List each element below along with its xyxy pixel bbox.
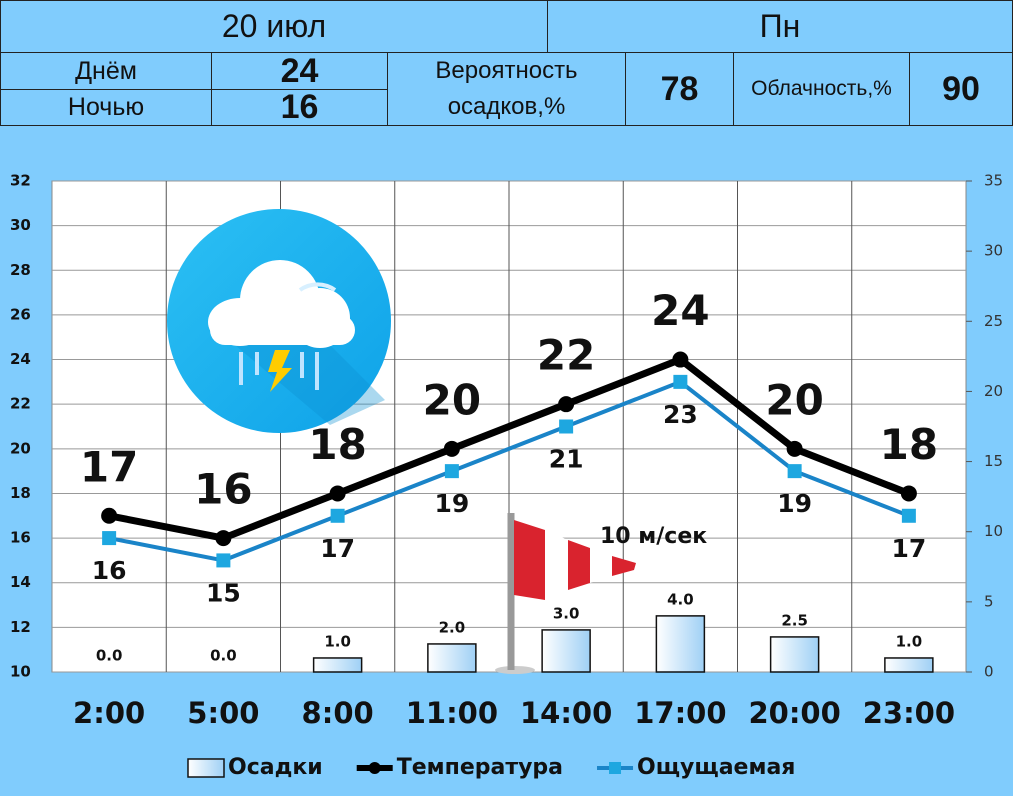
y-tick-label: 22 [10,395,31,413]
y2-tick-label: 15 [984,452,1003,470]
precip-bar [655,615,706,673]
precip-label: 0.0 [96,647,123,665]
precip-label: 2.5 [781,611,808,629]
temp-label: 24 [651,286,709,335]
precip-label: 0.0 [210,647,237,665]
y2-tick-label: 35 [984,172,1003,190]
night-temp: 16 [211,88,388,126]
precip-bar [884,657,934,673]
y-tick-label: 18 [10,484,31,502]
marker [786,440,803,457]
y-tick-label: 32 [10,172,31,190]
precip-label: 2.0 [439,618,466,636]
temp-label: 22 [537,331,595,380]
x-tick-label: 20:00 [748,696,840,730]
legend-marker [368,762,381,774]
x-tick-label: 11:00 [406,696,498,730]
marker [329,485,346,502]
y2-tick-label: 5 [984,592,994,610]
y-tick-label: 10 [10,663,31,681]
y-tick-label: 16 [10,529,31,547]
y2-tick-label: 20 [984,382,1003,400]
x-tick-label: 23:00 [863,696,955,730]
legend-swatch [187,758,225,778]
x-tick-label: 8:00 [302,696,374,730]
y2-tick-label: 0 [984,663,994,681]
feels-label: 15 [206,578,241,607]
marker [444,464,459,479]
temp-label: 18 [880,420,938,469]
feels-label: 19 [434,489,469,518]
y-tick-label: 26 [10,305,31,323]
x-tick-label: 2:00 [73,696,145,730]
temp-label: 17 [80,442,138,491]
feels-label: 17 [891,534,926,563]
temp-label: 20 [765,375,823,424]
marker [787,464,802,479]
feels-label: 19 [777,489,812,518]
precip-bar [427,643,477,673]
precip-label: 1.0 [896,632,923,650]
marker [102,531,117,546]
y2-tick-label: 10 [984,522,1003,540]
marker [672,351,689,368]
feels-label: 17 [320,534,355,563]
legend-marker [609,762,622,774]
legend-label: Осадки [228,755,323,780]
temp-label: 16 [194,465,252,514]
day-label: Днём [0,52,212,90]
precip-prob: 78 [625,52,734,126]
temp-label: 20 [423,375,481,424]
windsock-icon [495,513,636,674]
feels-label: 23 [663,400,698,429]
legend-label: Температура [397,755,563,780]
legend-label: Ощущаемая [637,755,795,780]
marker [900,485,917,502]
precip-label: 1.0 [324,632,351,650]
y2-tick-label: 25 [984,312,1003,330]
y2-tick-label: 30 [984,242,1003,260]
y-tick-label: 14 [10,573,31,591]
marker [558,396,575,413]
precip-bar [312,657,363,673]
precip-label: 4.0 [667,590,694,608]
y-tick-label: 30 [10,216,31,234]
marker [330,508,345,523]
precip-bar [769,636,820,673]
marker [673,374,688,389]
marker [443,440,460,457]
precip-bar [541,629,591,673]
marker [215,530,232,547]
precip-label: 3.0 [553,604,580,622]
grid [52,180,966,673]
y-tick-label: 24 [10,350,31,368]
temp-label: 18 [308,420,366,469]
x-tick-label: 5:00 [187,696,259,730]
y-tick-label: 28 [10,261,31,279]
annotation: 10 м/сек [600,524,707,549]
weather-icon [167,209,391,433]
marker [101,507,118,524]
feels-label: 21 [549,445,584,474]
y-tick-label: 20 [10,439,31,457]
line-feels-like [108,379,910,563]
marker [901,508,916,523]
feels-label: 16 [92,556,127,585]
line-temperature [108,355,911,542]
marker [216,553,231,568]
precip-prob-label: Вероятность осадков,% [387,52,626,126]
marker [559,419,574,434]
x-tick-label: 14:00 [520,696,612,730]
x-tick-label: 17:00 [634,696,726,730]
y-tick-label: 12 [10,618,31,636]
